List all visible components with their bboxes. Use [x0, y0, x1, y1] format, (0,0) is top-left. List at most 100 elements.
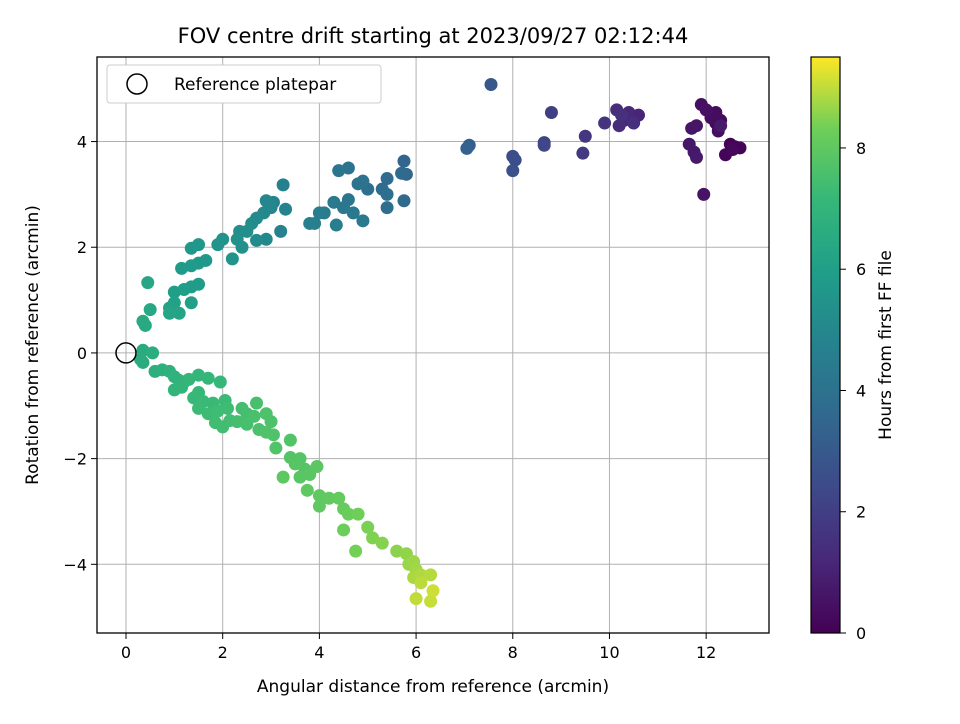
data-point: [167, 285, 181, 299]
data-point: [426, 584, 440, 598]
legend-marker: [126, 73, 148, 95]
data-point: [351, 177, 365, 191]
data-point: [213, 375, 227, 389]
data-point: [221, 401, 235, 415]
reference-platepar-marker: [115, 342, 137, 364]
data-point: [264, 415, 278, 429]
data-point: [615, 108, 629, 122]
x-tick-label: 0: [121, 643, 131, 662]
data-point: [699, 103, 713, 117]
data-point: [346, 206, 360, 220]
data-point: [460, 141, 474, 155]
data-point: [329, 218, 343, 232]
data-point: [714, 119, 728, 133]
colorbar-frame: [810, 56, 841, 634]
data-point: [192, 401, 206, 415]
data-point: [627, 116, 641, 130]
data-point: [484, 77, 498, 91]
y-axis-ticks: −4 −2 0 2 4: [63, 133, 97, 574]
data-point: [288, 457, 302, 471]
data-point: [697, 187, 711, 201]
data-point: [163, 306, 177, 320]
x-axis-label: Angular distance from reference (arcmin): [257, 677, 609, 697]
data-point: [726, 142, 740, 156]
data-point: [380, 201, 394, 215]
data-point: [544, 105, 558, 119]
data-point: [274, 224, 288, 238]
data-point: [300, 483, 314, 497]
data-point: [184, 241, 198, 255]
data-point: [424, 568, 438, 582]
colorbar-tick-label: 0: [856, 624, 866, 643]
data-point: [508, 153, 522, 167]
data-point: [689, 150, 703, 164]
data-point: [685, 121, 699, 135]
data-point: [380, 172, 394, 186]
y-axis-label: Rotation from reference (arcmin): [23, 205, 43, 485]
data-point: [276, 178, 290, 192]
y-tick-label: −4: [63, 555, 87, 574]
data-point: [279, 202, 293, 216]
data-point: [506, 164, 520, 178]
colorbar-tick-label: 6: [856, 260, 866, 279]
data-point: [332, 491, 346, 505]
legend-box: [106, 64, 382, 104]
data-point: [598, 116, 612, 130]
data-point: [337, 523, 351, 537]
chart-title: FOV centre drift starting at 2023/09/27 …: [178, 24, 689, 48]
data-point: [172, 306, 186, 320]
legend: Reference platepar: [106, 64, 382, 104]
data-point: [225, 252, 239, 266]
data-point: [138, 318, 152, 332]
data-point: [312, 499, 326, 513]
colorbar-tick-label: 4: [856, 381, 866, 400]
data-point: [312, 206, 326, 220]
data-point: [375, 536, 389, 550]
data-point: [397, 154, 411, 168]
data-point: [351, 507, 365, 521]
data-point: [337, 201, 351, 215]
data-point: [578, 129, 592, 143]
data-point: [250, 233, 264, 247]
data-point: [327, 195, 341, 209]
data-point: [361, 520, 375, 534]
data-point: [175, 261, 189, 275]
data-point: [380, 187, 394, 201]
data-point: [576, 146, 590, 160]
data-point: [322, 491, 336, 505]
data-point: [349, 544, 363, 558]
data-point: [395, 166, 409, 180]
x-tick-label: 6: [411, 643, 421, 662]
plot-frame: [96, 56, 770, 634]
legend-entry: Reference platepar: [174, 75, 336, 95]
data-point: [424, 594, 438, 608]
x-tick-label: 4: [314, 643, 324, 662]
data-point: [235, 240, 249, 254]
data-points: [134, 77, 747, 608]
data-point: [146, 346, 160, 360]
grid-lines: [97, 57, 769, 633]
data-point: [356, 214, 370, 228]
colorbar-ticks: 0 2 4 6 8: [840, 139, 866, 643]
y-tick-label: 4: [77, 133, 87, 152]
x-axis-ticks: 0 2 4 6 8 10 12: [121, 633, 716, 662]
data-point: [184, 296, 198, 310]
data-point: [366, 531, 380, 545]
data-point: [332, 164, 346, 178]
x-tick-label: 2: [218, 643, 228, 662]
data-point: [397, 194, 411, 208]
colorbar-gradient: [811, 57, 840, 633]
data-point: [612, 119, 626, 133]
data-point: [247, 409, 261, 423]
data-point: [414, 576, 428, 590]
y-tick-label: −2: [63, 450, 87, 469]
data-point: [409, 592, 423, 606]
data-point: [250, 396, 264, 410]
data-point: [136, 355, 150, 369]
data-point: [310, 460, 324, 474]
y-tick-label: 0: [77, 344, 87, 363]
data-point: [269, 441, 283, 455]
x-tick-label: 10: [599, 643, 619, 662]
colorbar: 0 2 4 6 8 Hours from first FF file: [810, 56, 896, 643]
